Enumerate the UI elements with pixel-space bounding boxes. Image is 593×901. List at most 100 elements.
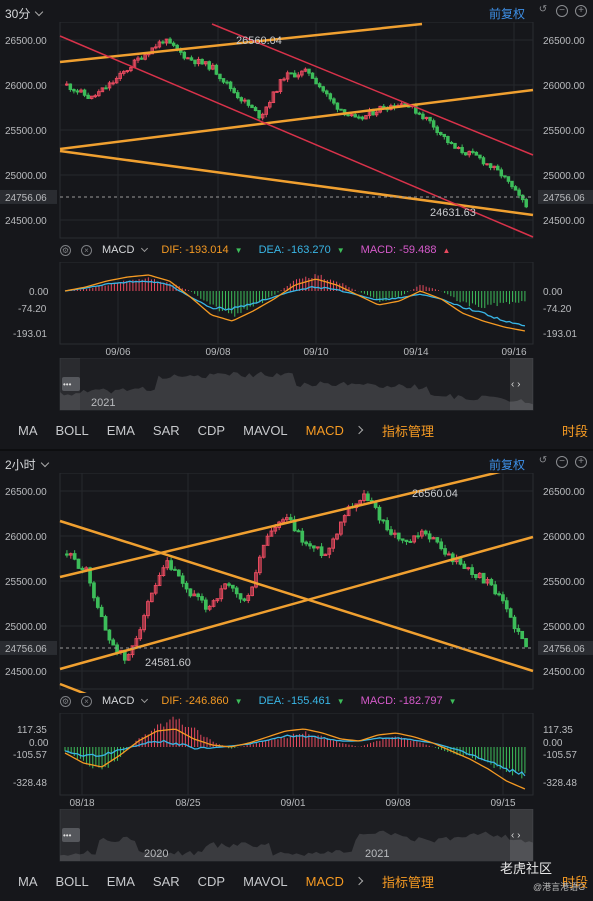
candle-body xyxy=(427,533,432,540)
candle-body xyxy=(97,91,101,97)
indicator-management-button[interactable]: 指标管理 xyxy=(381,874,434,890)
price-chart[interactable]: 26500.00 26500.00 26000.00 26000.00 25500.00… xyxy=(0,22,593,262)
candle-body xyxy=(303,68,308,72)
candle-body xyxy=(142,615,146,631)
period-selector[interactable]: 30分 xyxy=(5,5,44,22)
date-label: 09/16 xyxy=(501,347,526,358)
candle-body xyxy=(182,51,187,59)
candle-body xyxy=(104,87,108,90)
candle-body xyxy=(438,131,443,135)
price-axis: 26500.00 26500.00 26000.00 26000.00 25500.00… xyxy=(0,487,593,678)
candle-body xyxy=(460,146,464,154)
macd-chart[interactable]: 0.00 0.00 -74.20 -74.20 -193.01 -193.01 09/06 0… xyxy=(0,262,593,362)
zoom-in-icon[interactable]: + xyxy=(575,5,587,17)
zoom-out-icon[interactable]: − xyxy=(556,5,568,17)
candle-body xyxy=(111,639,116,646)
candle-body xyxy=(243,99,247,102)
candle-body xyxy=(412,535,417,543)
candle-body xyxy=(111,82,115,85)
candle-body xyxy=(114,77,119,84)
price-tick-right: 24500.00 xyxy=(543,667,585,678)
chevron-down-icon[interactable] xyxy=(141,244,149,253)
tab-cdp[interactable]: CDP xyxy=(197,422,226,438)
overview-navigator[interactable]: ••• ‹ › 2020 2021 xyxy=(0,809,593,864)
macd-axis: 117.35 117.350.00 0.00-105.57 -105.57-328.4… xyxy=(13,725,577,809)
indicator-tabs: MA BOLL EMA SAR CDP MAVOL MACD 指标管理 时段 xyxy=(0,416,593,444)
chevron-right-icon[interactable] xyxy=(354,876,364,886)
drag-handle-icon: ••• xyxy=(63,831,72,840)
tab-mavol[interactable]: MAVOL xyxy=(243,873,288,889)
date-label: 09/08 xyxy=(205,347,230,358)
scroll-arrows-icon: ‹ › xyxy=(511,830,520,841)
close-icon[interactable]: × xyxy=(81,695,92,707)
candle-body xyxy=(319,546,324,556)
tab-boll[interactable]: BOLL xyxy=(55,422,89,438)
price-grid xyxy=(59,473,534,690)
tab-ema[interactable]: EMA xyxy=(106,422,135,438)
zoom-out-icon[interactable]: − xyxy=(556,456,568,468)
candle-body xyxy=(75,90,80,93)
candle-body xyxy=(257,110,261,119)
session-button[interactable]: 时段 xyxy=(561,423,588,439)
candle-body xyxy=(92,582,96,599)
candle-body xyxy=(211,600,216,607)
macd-tick-left: 0.00 xyxy=(29,287,49,298)
tab-sar[interactable]: SAR xyxy=(152,873,180,889)
candle-body xyxy=(485,163,489,166)
close-icon[interactable]: × xyxy=(81,244,92,256)
reset-icon[interactable]: ↺ xyxy=(538,455,548,466)
tab-ma[interactable]: MA xyxy=(18,422,38,438)
tab-cdp[interactable]: CDP xyxy=(197,873,226,889)
candle-body xyxy=(474,574,478,579)
indicator-name[interactable]: MACD xyxy=(102,244,135,256)
price-chart[interactable]: 26500.00 26500.00 26000.00 26000.00 25500.00… xyxy=(0,473,593,693)
candle-body xyxy=(129,67,133,72)
indicator-management-button[interactable]: 指标管理 xyxy=(381,423,434,439)
adjust-button[interactable]: 前复权 xyxy=(489,7,526,21)
date-label: 08/18 xyxy=(69,798,94,809)
candle-body xyxy=(377,506,382,521)
candle-body xyxy=(150,47,155,55)
tab-macd[interactable]: MACD xyxy=(305,873,344,889)
session-button[interactable]: 时段 xyxy=(561,874,588,890)
adjust-button[interactable]: 前复权 xyxy=(489,458,526,472)
low-label: 24631.63 xyxy=(430,207,476,219)
price-tick-right: 25500.00 xyxy=(543,577,585,588)
candle-body xyxy=(192,593,197,597)
candle-body xyxy=(289,72,293,75)
candle-body xyxy=(157,575,162,587)
macd-axis: 0.00 0.00 -74.20 -74.20 -193.01 -193.01 09/06 0… xyxy=(13,287,577,358)
candle-body xyxy=(93,95,98,98)
settings-icon[interactable]: ⚙ xyxy=(60,244,71,256)
candle-body xyxy=(184,582,189,590)
tab-mavol[interactable]: MAVOL xyxy=(243,422,288,438)
period-selector[interactable]: 2小时 xyxy=(5,456,49,473)
candle-body xyxy=(512,616,517,630)
reset-icon[interactable]: ↺ xyxy=(538,4,548,15)
overview-year-label: 2021 xyxy=(365,848,389,860)
chevron-right-icon[interactable] xyxy=(354,425,364,435)
tab-macd[interactable]: MACD xyxy=(305,422,344,438)
overview-navigator[interactable]: ••• ‹ › 2021 xyxy=(0,358,593,413)
macd-tick-right: -193.01 xyxy=(543,329,577,340)
settings-icon[interactable]: ⚙ xyxy=(60,695,71,707)
candle-body xyxy=(463,152,468,156)
tab-ma[interactable]: MA xyxy=(18,873,38,889)
candle-body xyxy=(317,83,322,88)
chevron-down-icon[interactable] xyxy=(141,695,149,704)
tab-sar[interactable]: SAR xyxy=(152,422,180,438)
candle-body xyxy=(327,547,332,555)
indicator-name[interactable]: MACD xyxy=(102,695,135,707)
candle-body xyxy=(79,89,83,93)
zoom-in-icon[interactable]: + xyxy=(575,456,587,468)
dea-line xyxy=(64,280,526,327)
candle-body xyxy=(428,116,432,122)
candle-body xyxy=(393,532,397,535)
tab-ema[interactable]: EMA xyxy=(106,873,135,889)
candle-body xyxy=(435,537,440,543)
candle-body xyxy=(506,176,511,182)
candles xyxy=(65,489,528,664)
candle-body xyxy=(524,199,528,208)
macd-chart[interactable]: 117.35 117.350.00 0.00-105.57 -105.57-328.4… xyxy=(0,713,593,813)
tab-boll[interactable]: BOLL xyxy=(55,873,89,889)
